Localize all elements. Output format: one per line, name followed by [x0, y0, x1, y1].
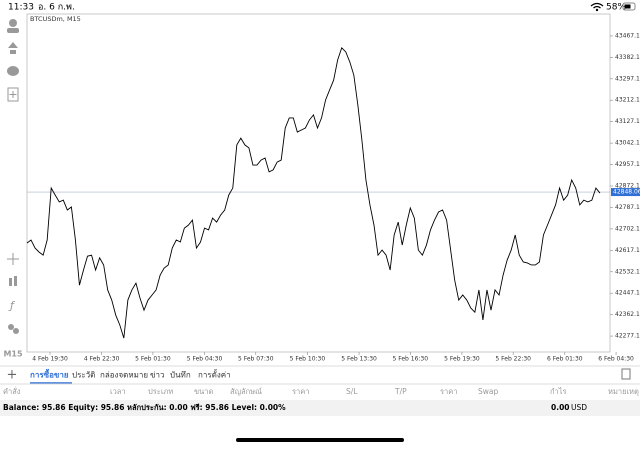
status-time: 11:33	[8, 3, 34, 13]
battery-fill	[624, 4, 631, 9]
candle-icon[interactable]	[9, 278, 12, 286]
account-icon-body	[7, 28, 19, 33]
y-tick-label: 42362.10	[615, 311, 640, 318]
column-header: ราคา	[292, 387, 309, 396]
y-tick-label: 43212.10	[615, 97, 640, 104]
x-tick-label: 5 Feb 22:30	[495, 356, 531, 363]
profit-total: 0.00	[551, 403, 570, 412]
x-tick-label: 5 Feb 01:30	[135, 356, 171, 363]
objects-icon[interactable]	[8, 324, 14, 330]
column-header: คำสั่ง	[3, 386, 21, 396]
tab[interactable]: ประวัติ	[72, 371, 95, 380]
x-tick-label: 4 Feb 19:30	[32, 356, 68, 363]
x-tick-label: 6 Feb 01:30	[547, 356, 583, 363]
tab[interactable]: การตั้งค่า	[198, 369, 231, 380]
wifi-icon	[590, 2, 604, 9]
y-tick-label: 42617.10	[615, 247, 640, 254]
account-icon[interactable]	[9, 19, 17, 27]
y-tick-label: 42872.10	[615, 183, 640, 190]
column-header: เวลา	[110, 387, 126, 396]
x-tick-label: 4 Feb 22:30	[84, 356, 120, 363]
y-tick-label: 43467.10	[615, 32, 640, 39]
y-tick-label: 43297.10	[615, 75, 640, 82]
tab[interactable]: กล่องจดหมาย	[100, 371, 148, 380]
y-tick-label: 42957.10	[615, 161, 640, 168]
trade-icon[interactable]	[8, 42, 18, 54]
wifi-dot	[595, 8, 599, 12]
timeframe[interactable]: M15	[3, 350, 23, 359]
y-tick-label: 43382.10	[615, 54, 640, 61]
new-order-icon[interactable]	[7, 87, 19, 102]
x-tick-label: 5 Feb 16:30	[393, 356, 429, 363]
column-header: สัญลักษณ์	[230, 387, 262, 396]
currency: USD	[571, 403, 587, 412]
column-header: กำไร	[550, 387, 567, 396]
x-tick-label: 5 Feb 13:30	[341, 356, 377, 363]
plus-small	[9, 91, 17, 98]
balance-row	[0, 400, 640, 416]
current-price-label: 42848.06	[613, 189, 640, 196]
y-tick-label: 42447.10	[615, 290, 640, 297]
y-tick-label: 42532.10	[615, 268, 640, 275]
x-tick-label: 5 Feb 19:30	[444, 356, 480, 363]
chart-frame	[26, 13, 611, 353]
crosshair-icon[interactable]	[7, 253, 19, 265]
battery-level: 58%	[606, 3, 626, 13]
column-header: ขนาด	[194, 387, 213, 396]
price-line	[26, 46, 601, 339]
column-header: Swap	[478, 387, 498, 396]
tab[interactable]: บันทึก	[170, 371, 191, 380]
y-tick-label: 42787.10	[615, 204, 640, 211]
battery-icon	[622, 2, 636, 11]
y-tick-label: 42702.10	[615, 225, 640, 232]
balance-summary: Balance: 95.86 Equity: 95.86 หลักประกัน:…	[3, 403, 286, 412]
x-tick-label: 5 Feb 04:30	[187, 356, 223, 363]
y-tick-label: 42277.10	[615, 333, 640, 340]
column-header: T/P	[394, 387, 407, 396]
add-button[interactable]: +	[7, 368, 18, 383]
current-price-box	[611, 188, 640, 197]
column-header: S/L	[346, 387, 358, 396]
tab[interactable]: การซื้อขาย	[30, 369, 69, 380]
chart-title: BTCUSDm, M15	[30, 15, 81, 23]
x-tick-label: 5 Feb 10:30	[290, 356, 326, 363]
column-header: หมายเหตุ	[608, 387, 639, 396]
candle-icon-2	[14, 276, 17, 286]
status-date: อ. 6 ก.พ.	[38, 3, 75, 13]
toolbar: ƒ	[7, 19, 19, 334]
column-header: ราคา	[440, 387, 457, 396]
x-tick-label: 6 Feb 04:30	[598, 356, 634, 363]
chat-icon[interactable]	[7, 66, 19, 76]
objects-icon-2	[13, 328, 19, 334]
layout-icon[interactable]	[621, 368, 631, 380]
home-indicator	[236, 438, 404, 442]
column-header: ประเภท	[148, 387, 173, 396]
x-tick-label: 5 Feb 07:30	[238, 356, 274, 363]
y-tick-label: 43127.10	[615, 118, 640, 125]
tab[interactable]: ข่าว	[150, 371, 164, 380]
indicator-icon[interactable]: ƒ	[8, 299, 16, 312]
y-tick-label: 43042.10	[615, 140, 640, 147]
